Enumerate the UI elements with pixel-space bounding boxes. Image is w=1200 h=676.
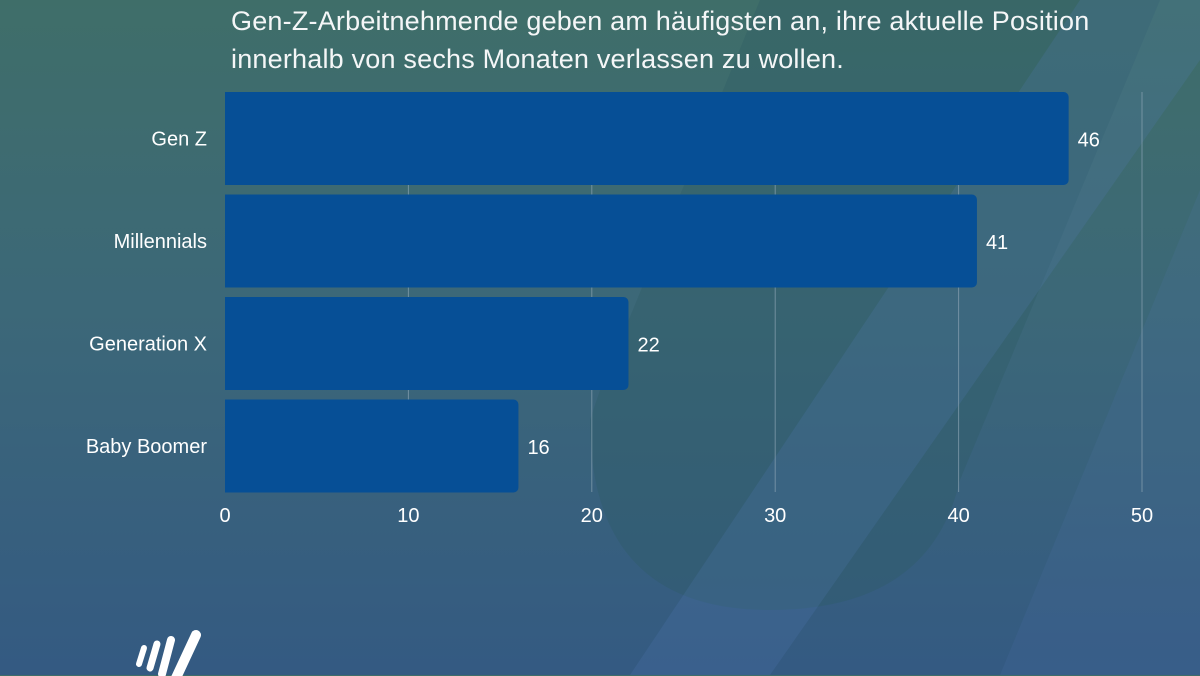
bar-left-edge	[225, 297, 231, 390]
category-label: Baby Boomer	[86, 436, 208, 458]
bar	[225, 92, 1069, 185]
data-label: 16	[527, 437, 549, 459]
bar-left-edge	[225, 92, 231, 185]
x-tick-label: 10	[397, 505, 419, 527]
bar-left-edge	[225, 399, 231, 493]
brand-logo	[136, 630, 201, 676]
bar	[225, 194, 977, 288]
x-tick-label: 0	[219, 505, 230, 527]
category-label: Generation X	[89, 334, 207, 356]
chart-title: Gen-Z-Arbeitnehmende geben am häufigsten…	[231, 6, 1090, 74]
category-label: Gen Z	[151, 129, 207, 151]
x-tick-label: 50	[1131, 505, 1153, 527]
data-label: 46	[1078, 130, 1100, 152]
bar-left-edge	[225, 194, 231, 288]
x-tick-label: 20	[581, 505, 603, 527]
data-label: 22	[637, 335, 659, 357]
data-label: 41	[986, 232, 1008, 254]
bar	[225, 399, 519, 493]
category-label: Millennials	[114, 231, 207, 253]
background-slash-shape-2	[1000, 190, 1200, 675]
x-tick-label: 30	[764, 505, 786, 527]
bar	[225, 297, 629, 390]
x-tick-label: 40	[947, 505, 969, 527]
